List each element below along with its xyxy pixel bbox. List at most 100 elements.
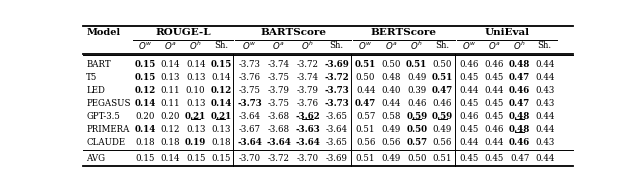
Text: 0.51: 0.51 [356,154,375,163]
Text: 0.39: 0.39 [407,86,426,95]
Text: $\mathit{O}^h$: $\mathit{O}^h$ [513,40,526,52]
Text: 0.48: 0.48 [509,125,531,134]
Text: 0.18: 0.18 [136,138,155,147]
Text: -3.73: -3.73 [237,99,262,108]
Text: 0.20: 0.20 [161,112,180,121]
Text: 0.49: 0.49 [433,125,452,134]
Text: 0.58: 0.58 [381,112,401,121]
Text: 0.47: 0.47 [510,154,529,163]
Text: 0.48: 0.48 [381,73,401,82]
Text: 0.46: 0.46 [484,60,504,69]
Text: 0.46: 0.46 [433,99,452,108]
Text: 0.13: 0.13 [186,125,205,134]
Text: 0.11: 0.11 [161,99,180,108]
Text: 0.45: 0.45 [460,125,479,134]
Text: 0.12: 0.12 [161,125,180,134]
Text: 0.50: 0.50 [406,125,428,134]
Text: -3.73: -3.73 [324,86,349,95]
Text: 0.45: 0.45 [484,99,504,108]
Text: 0.19: 0.19 [185,138,206,147]
Text: -3.65: -3.65 [326,112,348,121]
Text: 0.15: 0.15 [136,154,155,163]
Text: -3.79: -3.79 [297,86,319,95]
Text: -3.68: -3.68 [268,125,290,134]
Text: 0.45: 0.45 [460,99,479,108]
Text: 0.44: 0.44 [484,86,504,95]
Text: 0.45: 0.45 [460,73,479,82]
Text: $\mathit{O}^a$: $\mathit{O}^a$ [164,40,177,51]
Text: -3.62: -3.62 [295,112,320,121]
Text: $\mathit{O}^w$: $\mathit{O}^w$ [243,40,257,51]
Text: -3.72: -3.72 [268,154,289,163]
Text: 0.46: 0.46 [509,138,531,147]
Text: 0.50: 0.50 [433,60,452,69]
Text: 0.14: 0.14 [134,99,156,108]
Text: 0.57: 0.57 [356,112,375,121]
Text: 0.51: 0.51 [433,154,452,163]
Text: 0.13: 0.13 [161,73,180,82]
Text: 0.47: 0.47 [432,86,453,95]
Text: 0.56: 0.56 [433,138,452,147]
Text: CLAUDE: CLAUDE [86,138,125,147]
Text: 0.13: 0.13 [211,125,230,134]
Text: 0.45: 0.45 [460,154,479,163]
Text: $\mathit{O}^a$: $\mathit{O}^a$ [488,40,501,51]
Text: LED: LED [86,86,105,95]
Text: 0.10: 0.10 [186,86,205,95]
Text: 0.12: 0.12 [134,86,156,95]
Text: 0.18: 0.18 [211,138,230,147]
Text: 0.43: 0.43 [535,99,554,108]
Text: -3.75: -3.75 [268,73,289,82]
Text: -3.63: -3.63 [295,125,320,134]
Text: 0.56: 0.56 [381,138,401,147]
Text: $\mathit{O}^h$: $\mathit{O}^h$ [410,40,423,52]
Text: 0.14: 0.14 [161,60,180,69]
Text: -3.72: -3.72 [297,60,319,69]
Text: Sh.: Sh. [435,41,449,50]
Text: 0.14: 0.14 [134,125,156,134]
Text: -3.67: -3.67 [239,125,260,134]
Text: 0.57: 0.57 [406,138,428,147]
Text: 0.15: 0.15 [210,60,232,69]
Text: -3.74: -3.74 [268,60,289,69]
Text: -3.79: -3.79 [268,86,289,95]
Text: 0.14: 0.14 [161,154,180,163]
Text: -3.70: -3.70 [296,154,319,163]
Text: 0.49: 0.49 [381,125,401,134]
Text: ROUGE-L: ROUGE-L [156,28,211,37]
Text: 0.49: 0.49 [407,73,426,82]
Text: Model: Model [86,28,120,37]
Text: PEGASUS: PEGASUS [86,99,131,108]
Text: GPT-3.5: GPT-3.5 [86,112,120,121]
Text: 0.18: 0.18 [161,138,180,147]
Text: 0.44: 0.44 [535,154,554,163]
Text: 0.51: 0.51 [432,73,453,82]
Text: BART: BART [86,60,111,69]
Text: 0.51: 0.51 [406,60,428,69]
Text: 0.21: 0.21 [185,112,206,121]
Text: -3.74: -3.74 [297,73,319,82]
Text: 0.44: 0.44 [535,60,554,69]
Text: 0.11: 0.11 [161,86,180,95]
Text: T5: T5 [86,73,97,82]
Text: 0.47: 0.47 [509,73,531,82]
Text: 0.56: 0.56 [356,138,375,147]
Text: -3.76: -3.76 [239,73,260,82]
Text: 0.13: 0.13 [186,73,205,82]
Text: -3.64: -3.64 [326,125,348,134]
Text: -3.73: -3.73 [239,60,260,69]
Text: $\mathit{O}^a$: $\mathit{O}^a$ [385,40,397,51]
Text: -3.70: -3.70 [239,154,260,163]
Text: 0.47: 0.47 [509,99,531,108]
Text: -3.69: -3.69 [324,60,349,69]
Text: 0.59: 0.59 [406,112,428,121]
Text: 0.44: 0.44 [460,138,479,147]
Text: 0.13: 0.13 [186,99,205,108]
Text: 0.48: 0.48 [509,112,531,121]
Text: 0.44: 0.44 [381,99,401,108]
Text: 0.45: 0.45 [484,154,504,163]
Text: -3.76: -3.76 [297,99,319,108]
Text: -3.64: -3.64 [237,138,262,147]
Text: 0.15: 0.15 [186,154,205,163]
Text: $\mathit{O}^h$: $\mathit{O}^h$ [189,40,202,52]
